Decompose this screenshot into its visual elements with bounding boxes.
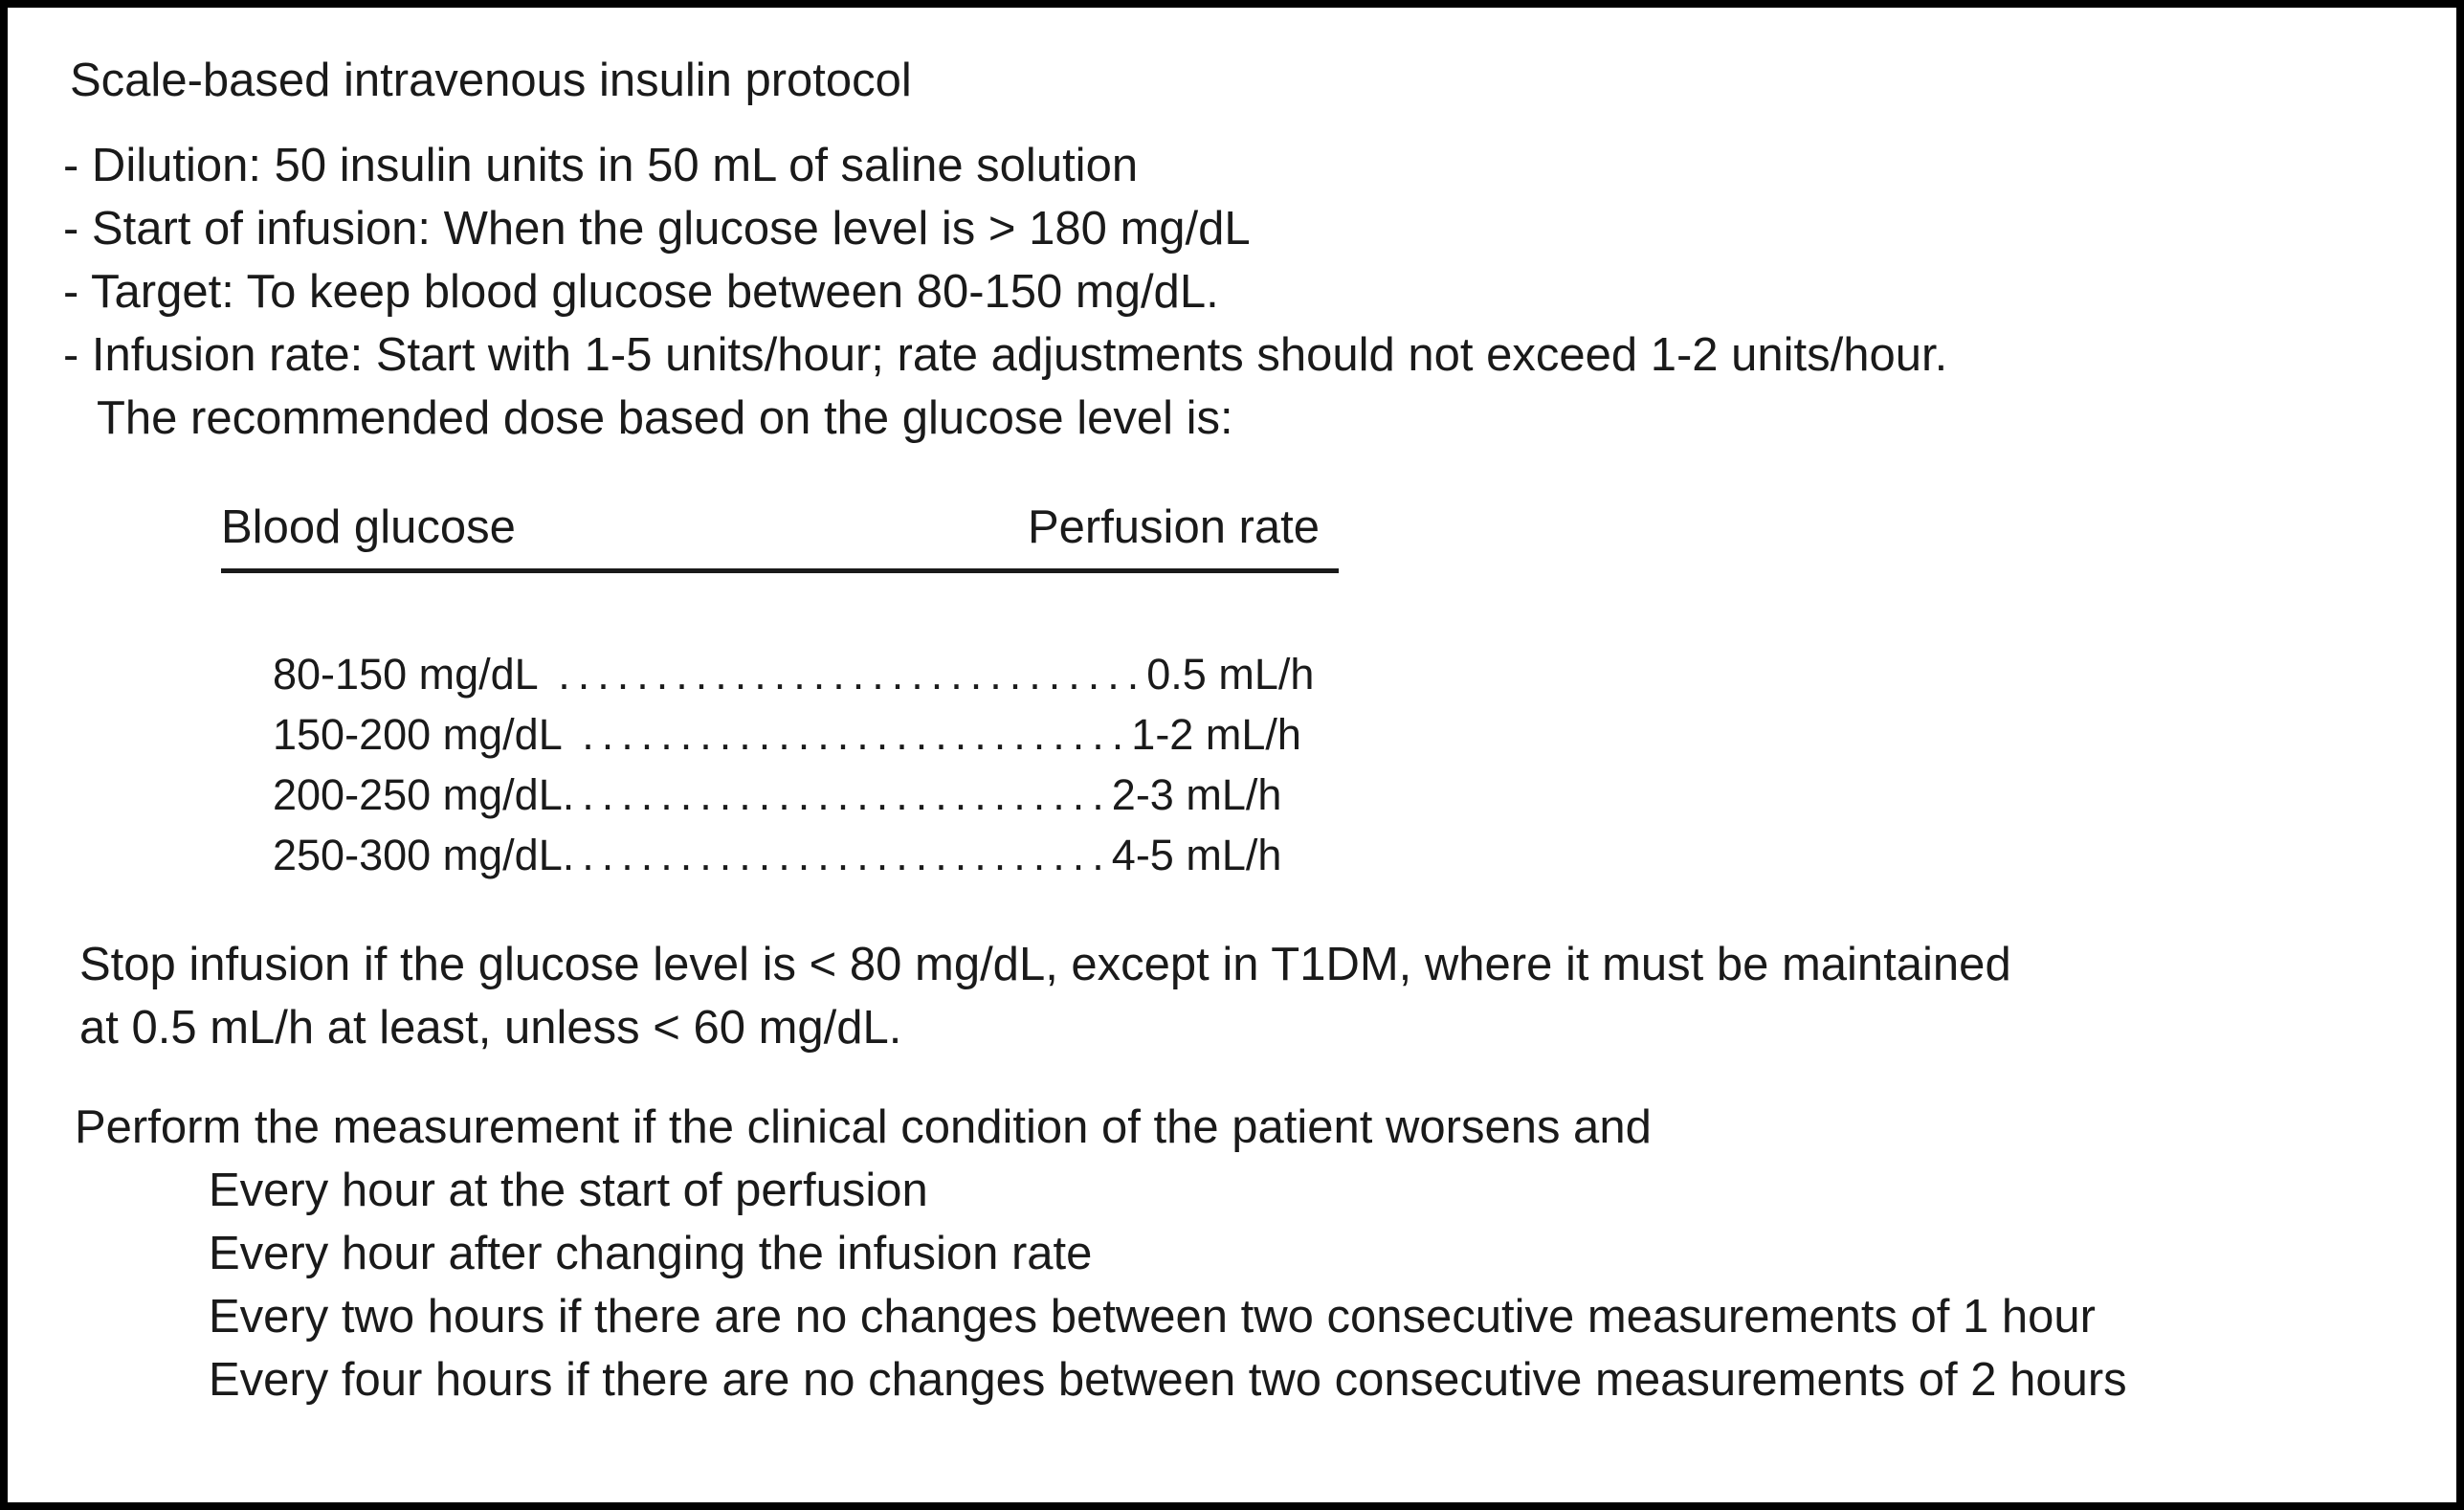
column-header-blood-glucose: Blood glucose (221, 501, 516, 553)
dot-leader: ............................ (562, 710, 1132, 759)
stop-rule-line: Stop infusion if the glucose level is < … (79, 939, 2011, 990)
schedule-item: Every hour at the start of perfusion (209, 1165, 928, 1216)
dose-table-header: Blood glucose Perfusion rate (221, 500, 1339, 555)
stop-rule-line: at 0.5 mL/h at least, unless < 60 mg/dL. (79, 1002, 902, 1054)
perfusion-rate: 0.5 mL/h (1146, 650, 1315, 699)
page-title: Scale-based intravenous insulin protocol (70, 55, 912, 106)
glucose-range: 80-150 mg/dL (273, 650, 539, 699)
dose-table-rows: 80-150 mg/dL ...........................… (273, 644, 2418, 885)
table-row: 200-250 mg/dL...........................… (273, 765, 2418, 825)
glucose-range: 150-200 mg/dL (273, 710, 563, 759)
header-underline (221, 568, 1339, 573)
dot-leader: ............................ (562, 770, 1112, 819)
schedule-item: Every hour after changing the infusion r… (209, 1228, 1093, 1279)
perfusion-rate: 4-5 mL/h (1111, 831, 1282, 879)
dot-leader: .............................. (538, 650, 1147, 699)
perfusion-rate: 2-3 mL/h (1111, 770, 1282, 819)
column-header-perfusion-rate: Perfusion rate (1027, 501, 1320, 553)
schedule-lead: Perform the measurement if the clinical … (75, 1101, 1652, 1153)
table-row: 250-300 mg/dL...........................… (273, 825, 2418, 885)
glucose-range: 250-300 mg/dL (273, 831, 563, 879)
bullet-infusion-rate: - Infusion rate: Start with 1-5 units/ho… (63, 329, 1948, 381)
schedule-item: Every four hours if there are no changes… (209, 1354, 2127, 1406)
table-row: 80-150 mg/dL ...........................… (273, 644, 2418, 704)
dose-table-intro: The recommended dose based on the glucos… (97, 392, 1233, 444)
bullet-target: - Target: To keep blood glucose between … (63, 266, 1219, 318)
measurement-schedule: Perform the measurement if the clinical … (63, 1096, 2418, 1411)
bullet-dilution: - Dilution: 50 insulin units in 50 mL of… (63, 140, 1139, 191)
dot-leader: ............................ (562, 831, 1112, 879)
perfusion-rate: 1-2 mL/h (1131, 710, 1301, 759)
bullet-start-of-infusion: - Start of infusion: When the glucose le… (63, 203, 1251, 255)
dose-table: Blood glucose Perfusion rate 80-150 mg/d… (221, 500, 2418, 885)
schedule-item: Every two hours if there are no changes … (209, 1291, 2096, 1343)
table-row: 150-200 mg/dL ..........................… (273, 704, 2418, 765)
glucose-range: 200-250 mg/dL (273, 770, 563, 819)
protocol-bullet-list: - Dilution: 50 insulin units in 50 mL of… (63, 134, 2418, 450)
stop-infusion-rule: Stop infusion if the glucose level is < … (79, 933, 2418, 1059)
